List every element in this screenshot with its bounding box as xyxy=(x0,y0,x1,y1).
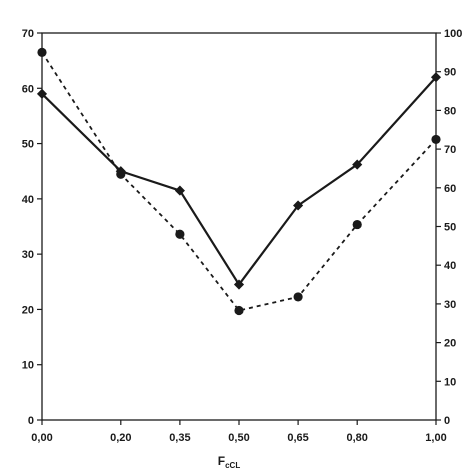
y2-tick-label: 70 xyxy=(444,144,456,156)
x-axis-title-subscript: cCL xyxy=(225,461,240,470)
plot-frame xyxy=(41,32,437,421)
series-2-point xyxy=(37,47,47,57)
y2-tick-label: 90 xyxy=(444,67,456,79)
series-2-point xyxy=(293,292,303,302)
y2-tick-label: 100 xyxy=(444,28,462,40)
series-2-point xyxy=(431,134,441,145)
y-tick-label: 0 xyxy=(28,415,34,427)
x-tick-label: 0,35 xyxy=(169,432,190,444)
x-axis-title: FcCL xyxy=(218,454,241,470)
y-tick-label: 20 xyxy=(22,304,34,316)
y-tick-label: 70 xyxy=(22,28,34,40)
series-1-point xyxy=(233,279,245,290)
series-2-point xyxy=(234,305,244,316)
x-tick-label: 0,50 xyxy=(228,432,249,444)
series-2-point xyxy=(175,229,185,239)
y2-tick-label: 0 xyxy=(444,415,450,427)
y-axis-right: 0 10 20 30 40 50 60 70 80 90 100 xyxy=(436,28,462,427)
series-layer xyxy=(36,47,442,316)
x-tick-label: 0,80 xyxy=(346,432,367,444)
series-1-point xyxy=(36,88,48,99)
x-tick-label: 0,65 xyxy=(287,432,308,444)
series-1-point xyxy=(174,185,185,196)
series-1-point xyxy=(352,159,363,170)
series-2-point xyxy=(116,169,126,179)
x-tick-label: 0,20 xyxy=(110,432,131,444)
y2-tick-label: 80 xyxy=(444,105,456,117)
series-line-1 xyxy=(41,76,437,287)
y-tick-label: 50 xyxy=(22,139,34,151)
y2-tick-label: 40 xyxy=(444,260,456,272)
series-line-2 xyxy=(41,51,437,312)
y-tick-label: 30 xyxy=(22,249,34,261)
series-1-point xyxy=(430,72,442,83)
y2-tick-label: 60 xyxy=(444,183,456,195)
y2-tick-label: 50 xyxy=(444,222,456,234)
x-axis-title-main: F xyxy=(218,454,225,468)
x-tick-label: 1,00 xyxy=(425,432,446,444)
y2-tick-label: 30 xyxy=(444,299,456,311)
y2-tick-label: 10 xyxy=(444,376,456,388)
y-axis-left: 0 10 20 30 40 50 60 70 xyxy=(22,28,42,427)
series-2-point xyxy=(352,219,362,230)
y-tick-label: 60 xyxy=(22,83,34,95)
x-tick-label: 0,00 xyxy=(31,432,52,444)
series-1-point xyxy=(293,200,304,211)
y2-tick-label: 20 xyxy=(444,338,456,350)
y-tick-label: 10 xyxy=(22,360,34,372)
x-axis: 0,00 0,20 0,35 0,50 0,65 0,80 1,00 xyxy=(31,420,447,444)
y-tick-label: 40 xyxy=(22,194,34,206)
